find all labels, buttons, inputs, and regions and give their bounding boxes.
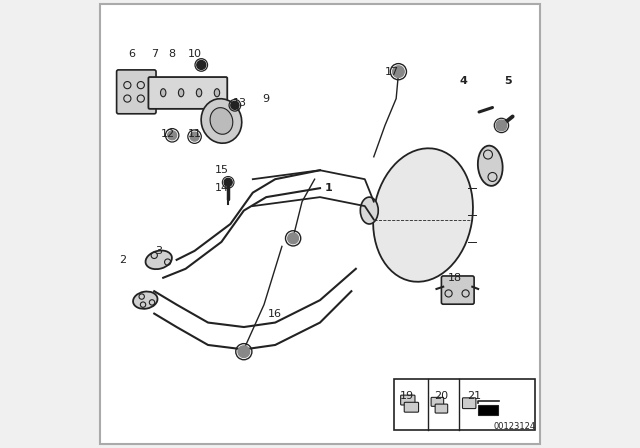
Circle shape: [224, 178, 232, 186]
Text: 12: 12: [161, 129, 175, 139]
FancyBboxPatch shape: [442, 276, 474, 304]
Ellipse shape: [161, 89, 166, 97]
Text: 5: 5: [504, 76, 512, 86]
Text: 3: 3: [156, 246, 162, 256]
Ellipse shape: [214, 89, 220, 97]
Circle shape: [168, 131, 177, 140]
Text: 13: 13: [232, 98, 246, 108]
Circle shape: [288, 233, 298, 244]
Ellipse shape: [133, 292, 157, 309]
Circle shape: [197, 60, 206, 69]
FancyBboxPatch shape: [435, 404, 448, 413]
FancyBboxPatch shape: [148, 77, 227, 109]
Text: 11: 11: [188, 129, 202, 139]
Text: 14: 14: [214, 183, 228, 193]
Bar: [478, 405, 498, 415]
FancyBboxPatch shape: [116, 70, 156, 114]
Ellipse shape: [201, 99, 242, 143]
FancyBboxPatch shape: [463, 398, 476, 409]
Text: 17: 17: [385, 67, 399, 77]
Ellipse shape: [196, 89, 202, 97]
Ellipse shape: [210, 108, 233, 134]
Text: 18: 18: [447, 273, 461, 283]
Text: 00123124: 00123124: [494, 422, 536, 431]
Circle shape: [190, 132, 199, 141]
Text: 21: 21: [467, 392, 482, 401]
Text: 15: 15: [214, 165, 228, 175]
FancyBboxPatch shape: [401, 395, 415, 405]
Text: 16: 16: [268, 309, 282, 319]
Text: 2: 2: [119, 255, 127, 265]
Circle shape: [231, 101, 239, 109]
Text: 20: 20: [434, 392, 448, 401]
Ellipse shape: [360, 197, 378, 224]
Text: 7: 7: [150, 49, 158, 59]
Circle shape: [238, 346, 250, 358]
Ellipse shape: [373, 148, 473, 282]
Ellipse shape: [478, 146, 502, 186]
Text: 19: 19: [400, 392, 415, 401]
Text: 8: 8: [168, 49, 176, 59]
FancyBboxPatch shape: [431, 397, 444, 406]
Text: 1: 1: [325, 183, 333, 193]
Text: 9: 9: [262, 94, 270, 103]
Circle shape: [496, 120, 507, 131]
Text: 10: 10: [188, 49, 202, 59]
Bar: [394, 379, 535, 430]
FancyBboxPatch shape: [404, 402, 419, 412]
Ellipse shape: [145, 250, 172, 269]
Text: 4: 4: [460, 76, 467, 86]
Ellipse shape: [179, 89, 184, 97]
Circle shape: [392, 66, 404, 78]
Text: 6: 6: [129, 49, 135, 59]
